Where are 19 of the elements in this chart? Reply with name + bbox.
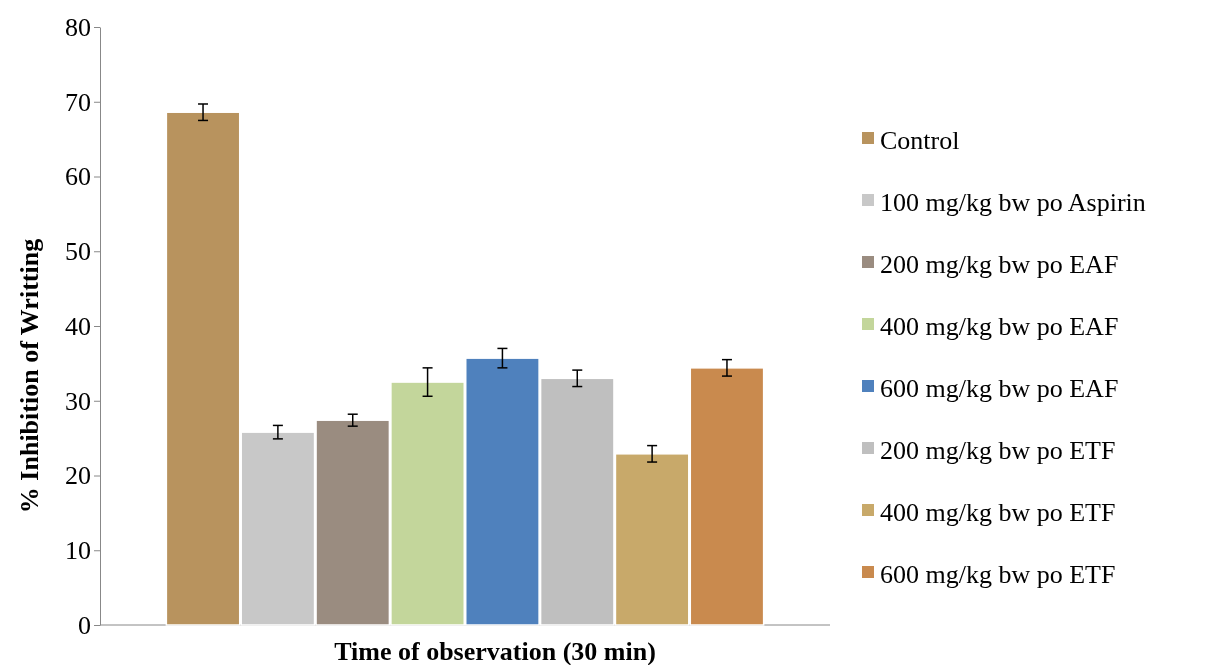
- y-axis-title: % Inhibition of Writting: [15, 238, 44, 514]
- legend-label: 600 mg/kg bw po EAF: [880, 374, 1119, 404]
- y-tick-label: 60: [65, 162, 91, 192]
- legend-label: Control: [880, 126, 960, 156]
- x-axis-title: Time of observation (30 min): [334, 637, 656, 665]
- y-tick-label: 70: [65, 87, 91, 117]
- legend-label: 400 mg/kg bw po ETF: [880, 498, 1116, 528]
- legend-label: 100 mg/kg bw po Aspirin: [880, 188, 1146, 218]
- legend-label: 400 mg/kg bw po EAF: [880, 312, 1119, 342]
- y-tick-label: 10: [65, 536, 91, 566]
- y-tick-label: 80: [65, 12, 91, 42]
- legend-label: 200 mg/kg bw po EAF: [880, 250, 1119, 280]
- legend-label: 200 mg/kg bw po ETF: [880, 436, 1116, 466]
- y-tick-label: 50: [65, 237, 91, 267]
- y-tick-label: 20: [65, 461, 91, 491]
- y-tick-label: 40: [65, 311, 91, 341]
- y-tick-label: 0: [78, 610, 91, 640]
- legend-label: 600 mg/kg bw po ETF: [880, 560, 1116, 590]
- y-tick-label: 30: [65, 386, 91, 416]
